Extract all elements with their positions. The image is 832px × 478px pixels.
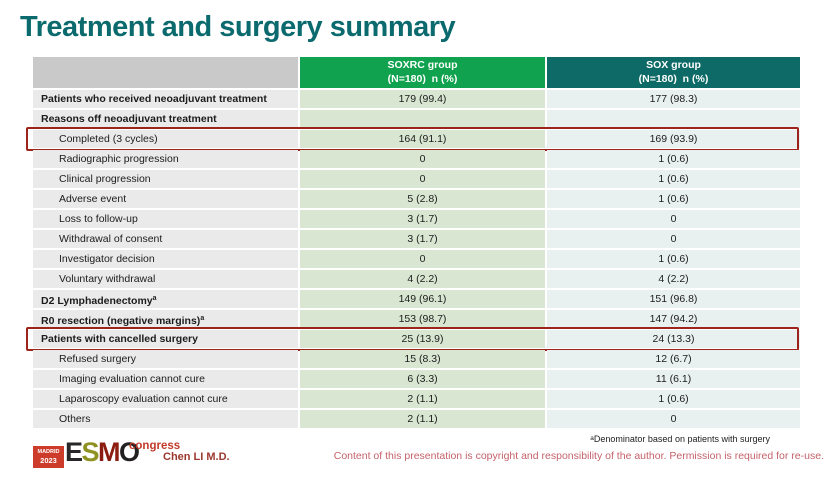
soxrc-value: 0 bbox=[300, 170, 545, 188]
row-label: Laparoscopy evaluation cannot cure bbox=[33, 390, 298, 408]
year-label: 2023 bbox=[40, 455, 57, 465]
sox-value: 0 bbox=[547, 210, 800, 228]
madrid-2023-badge: MADRID 2023 bbox=[33, 446, 64, 468]
soxrc-value: 153 (98.7) bbox=[300, 310, 545, 328]
table-row: Patients who received neoadjuvant treatm… bbox=[33, 90, 800, 108]
sox-value: 177 (98.3) bbox=[547, 90, 800, 108]
row-label: Patients with cancelled surgery bbox=[33, 330, 298, 348]
soxrc-value: 6 (3.3) bbox=[300, 370, 545, 388]
sox-value: 147 (94.2) bbox=[547, 310, 800, 328]
copyright-notice: Content of this presentation is copyrigh… bbox=[333, 450, 824, 462]
row-label: Imaging evaluation cannot cure bbox=[33, 370, 298, 388]
table-body: Patients who received neoadjuvant treatm… bbox=[26, 90, 800, 428]
table-row: Radiographic progression 0 1 (0.6) bbox=[33, 150, 800, 168]
table-row-highlighted: Patients with cancelled surgery 25 (13.9)… bbox=[26, 327, 800, 351]
sox-group-n: (N=180) n (%) bbox=[638, 72, 709, 85]
row-label: Withdrawal of consent bbox=[33, 230, 298, 248]
soxrc-value: 179 (99.4) bbox=[300, 90, 545, 108]
summary-table: SOXRC group (N=180) n (%) SOX group (N=1… bbox=[26, 57, 800, 428]
table-row: Reasons off neoadjuvant treatment bbox=[33, 110, 800, 128]
header-soxrc-group: SOXRC group (N=180) n (%) bbox=[300, 57, 545, 88]
row-label: Others bbox=[33, 410, 298, 428]
congress-label: congress bbox=[129, 440, 181, 452]
row-label: R0 resection (negative margins)a bbox=[33, 310, 298, 328]
table-row: Loss to follow-up 3 (1.7) 0 bbox=[33, 210, 800, 228]
row-label: D2 Lymphadenectomya bbox=[33, 290, 298, 308]
soxrc-value: 2 (1.1) bbox=[300, 410, 545, 428]
sox-value: 1 (0.6) bbox=[547, 150, 800, 168]
soxrc-value: 3 (1.7) bbox=[300, 230, 545, 248]
row-label: Refused surgery bbox=[33, 350, 298, 368]
soxrc-value: 2 (1.1) bbox=[300, 390, 545, 408]
row-label: Investigator decision bbox=[33, 250, 298, 268]
row-label: Radiographic progression bbox=[33, 150, 298, 168]
esmo-congress-logo: MADRID 2023 ESMO congress bbox=[25, 437, 215, 472]
soxrc-value: 0 bbox=[300, 250, 545, 268]
madrid-label: MADRID bbox=[37, 448, 60, 455]
table-row: Laparoscopy evaluation cannot cure 2 (1.1… bbox=[33, 390, 800, 408]
header-empty-cell bbox=[33, 57, 298, 88]
soxrc-value: 0 bbox=[300, 150, 545, 168]
soxrc-group-name: SOXRC group bbox=[387, 59, 458, 72]
table-row: Clinical progression 0 1 (0.6) bbox=[33, 170, 800, 188]
soxrc-value: 25 (13.9) bbox=[300, 330, 545, 348]
soxrc-value: 164 (91.1) bbox=[300, 130, 545, 148]
slide-title: Treatment and surgery summary bbox=[20, 11, 456, 43]
table-row: Investigator decision 0 1 (0.6) bbox=[33, 250, 800, 268]
author-name: Chen LI M.D. bbox=[163, 451, 230, 463]
sox-value: 169 (93.9) bbox=[547, 130, 800, 148]
table-row: Withdrawal of consent 3 (1.7) 0 bbox=[33, 230, 800, 248]
table-row: Imaging evaluation cannot cure 6 (3.3) 11 … bbox=[33, 370, 800, 388]
soxrc-value: 15 (8.3) bbox=[300, 350, 545, 368]
sox-value bbox=[547, 110, 800, 128]
footnote-superscript: a bbox=[590, 435, 594, 442]
table-header-row: SOXRC group (N=180) n (%) SOX group (N=1… bbox=[33, 57, 800, 88]
sox-value: 11 (6.1) bbox=[547, 370, 800, 388]
sox-value: 0 bbox=[547, 230, 800, 248]
row-label: Adverse event bbox=[33, 190, 298, 208]
esmo-letter-m: M bbox=[98, 437, 121, 467]
soxrc-value bbox=[300, 110, 545, 128]
row-label: Reasons off neoadjuvant treatment bbox=[33, 110, 298, 128]
sox-group-name: SOX group bbox=[646, 59, 701, 72]
esmo-wordmark: ESMO bbox=[65, 437, 140, 468]
esmo-letter-o: O bbox=[119, 437, 140, 467]
esmo-letter-e: E bbox=[65, 437, 83, 467]
soxrc-group-n: (N=180) n (%) bbox=[387, 72, 458, 85]
table-row-highlighted: Completed (3 cycles) 164 (91.1) 169 (93.9) bbox=[26, 127, 800, 151]
sox-value: 12 (6.7) bbox=[547, 350, 800, 368]
sox-value: 1 (0.6) bbox=[547, 190, 800, 208]
sox-value: 4 (2.2) bbox=[547, 270, 800, 288]
row-label: Loss to follow-up bbox=[33, 210, 298, 228]
sox-value: 24 (13.3) bbox=[547, 330, 800, 348]
soxrc-value: 149 (96.1) bbox=[300, 290, 545, 308]
sox-value: 1 (0.6) bbox=[547, 390, 800, 408]
sox-value: 151 (96.8) bbox=[547, 290, 800, 308]
table-row: Voluntary withdrawal 4 (2.2) 4 (2.2) bbox=[33, 270, 800, 288]
table-row: Others 2 (1.1) 0 bbox=[33, 410, 800, 428]
row-label: Clinical progression bbox=[33, 170, 298, 188]
esmo-letter-s: S bbox=[81, 437, 100, 467]
table-row: Refused surgery 15 (8.3) 12 (6.7) bbox=[33, 350, 800, 368]
row-label: Completed (3 cycles) bbox=[33, 130, 298, 148]
row-label: Voluntary withdrawal bbox=[33, 270, 298, 288]
sox-value: 1 (0.6) bbox=[547, 170, 800, 188]
table-row: D2 Lymphadenectomya 149 (96.1) 151 (96.8) bbox=[33, 290, 800, 308]
header-sox-group: SOX group (N=180) n (%) bbox=[547, 57, 800, 88]
row-label: Patients who received neoadjuvant treatm… bbox=[33, 90, 298, 108]
table-row: Adverse event 5 (2.8) 1 (0.6) bbox=[33, 190, 800, 208]
sox-value: 0 bbox=[547, 410, 800, 428]
table-row: R0 resection (negative margins)a 153 (98.… bbox=[33, 310, 800, 328]
sox-value: 1 (0.6) bbox=[547, 250, 800, 268]
soxrc-value: 5 (2.8) bbox=[300, 190, 545, 208]
table-footnote: aDenominator based on patients with surg… bbox=[590, 434, 770, 444]
soxrc-value: 4 (2.2) bbox=[300, 270, 545, 288]
soxrc-value: 3 (1.7) bbox=[300, 210, 545, 228]
footnote-text: Denominator based on patients with surge… bbox=[593, 434, 770, 444]
